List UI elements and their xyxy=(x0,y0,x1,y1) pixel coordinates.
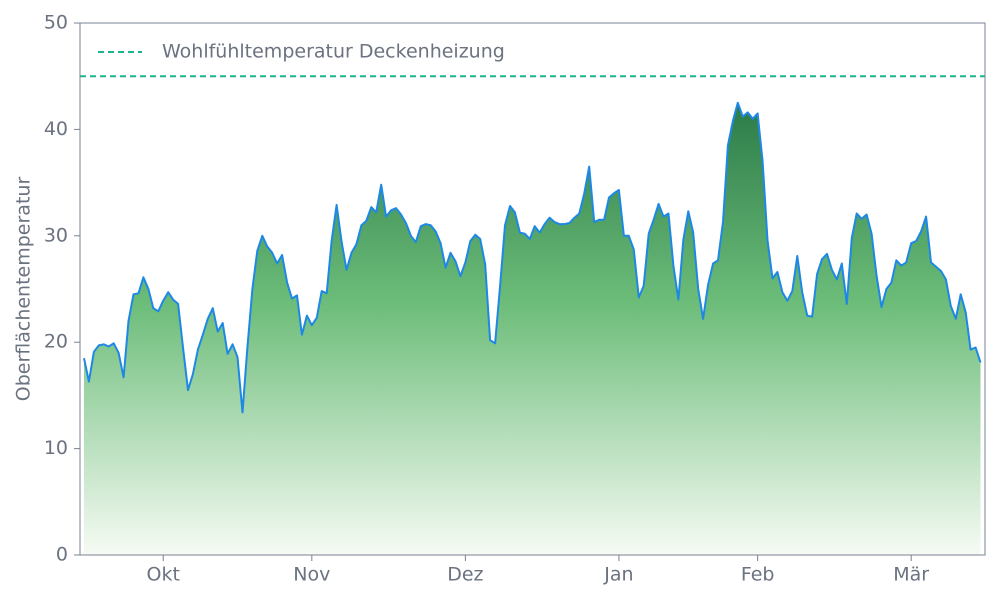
x-tick-label: Jan xyxy=(603,564,633,586)
x-tick-label: Okt xyxy=(147,564,180,586)
area-fill xyxy=(84,102,981,556)
y-axis-label: Oberflächentemperatur xyxy=(13,177,35,402)
x-tick-label: Feb xyxy=(741,564,775,586)
y-tick-label: 40 xyxy=(44,118,68,140)
plot-frame xyxy=(79,22,986,556)
y-tick-label: 20 xyxy=(44,331,68,353)
y-tick-label: 50 xyxy=(44,12,68,34)
y-tick-label: 30 xyxy=(44,224,68,246)
y-tick-label: 10 xyxy=(44,437,68,459)
y-tick-label: 0 xyxy=(56,544,68,566)
x-tick-label: Dez xyxy=(447,564,483,586)
x-tick-label: Nov xyxy=(293,564,330,586)
line xyxy=(83,101,982,414)
x-tick-label: Mär xyxy=(893,564,929,586)
legend-label: Wohlfühltemperatur Deckenheizung xyxy=(162,41,505,63)
